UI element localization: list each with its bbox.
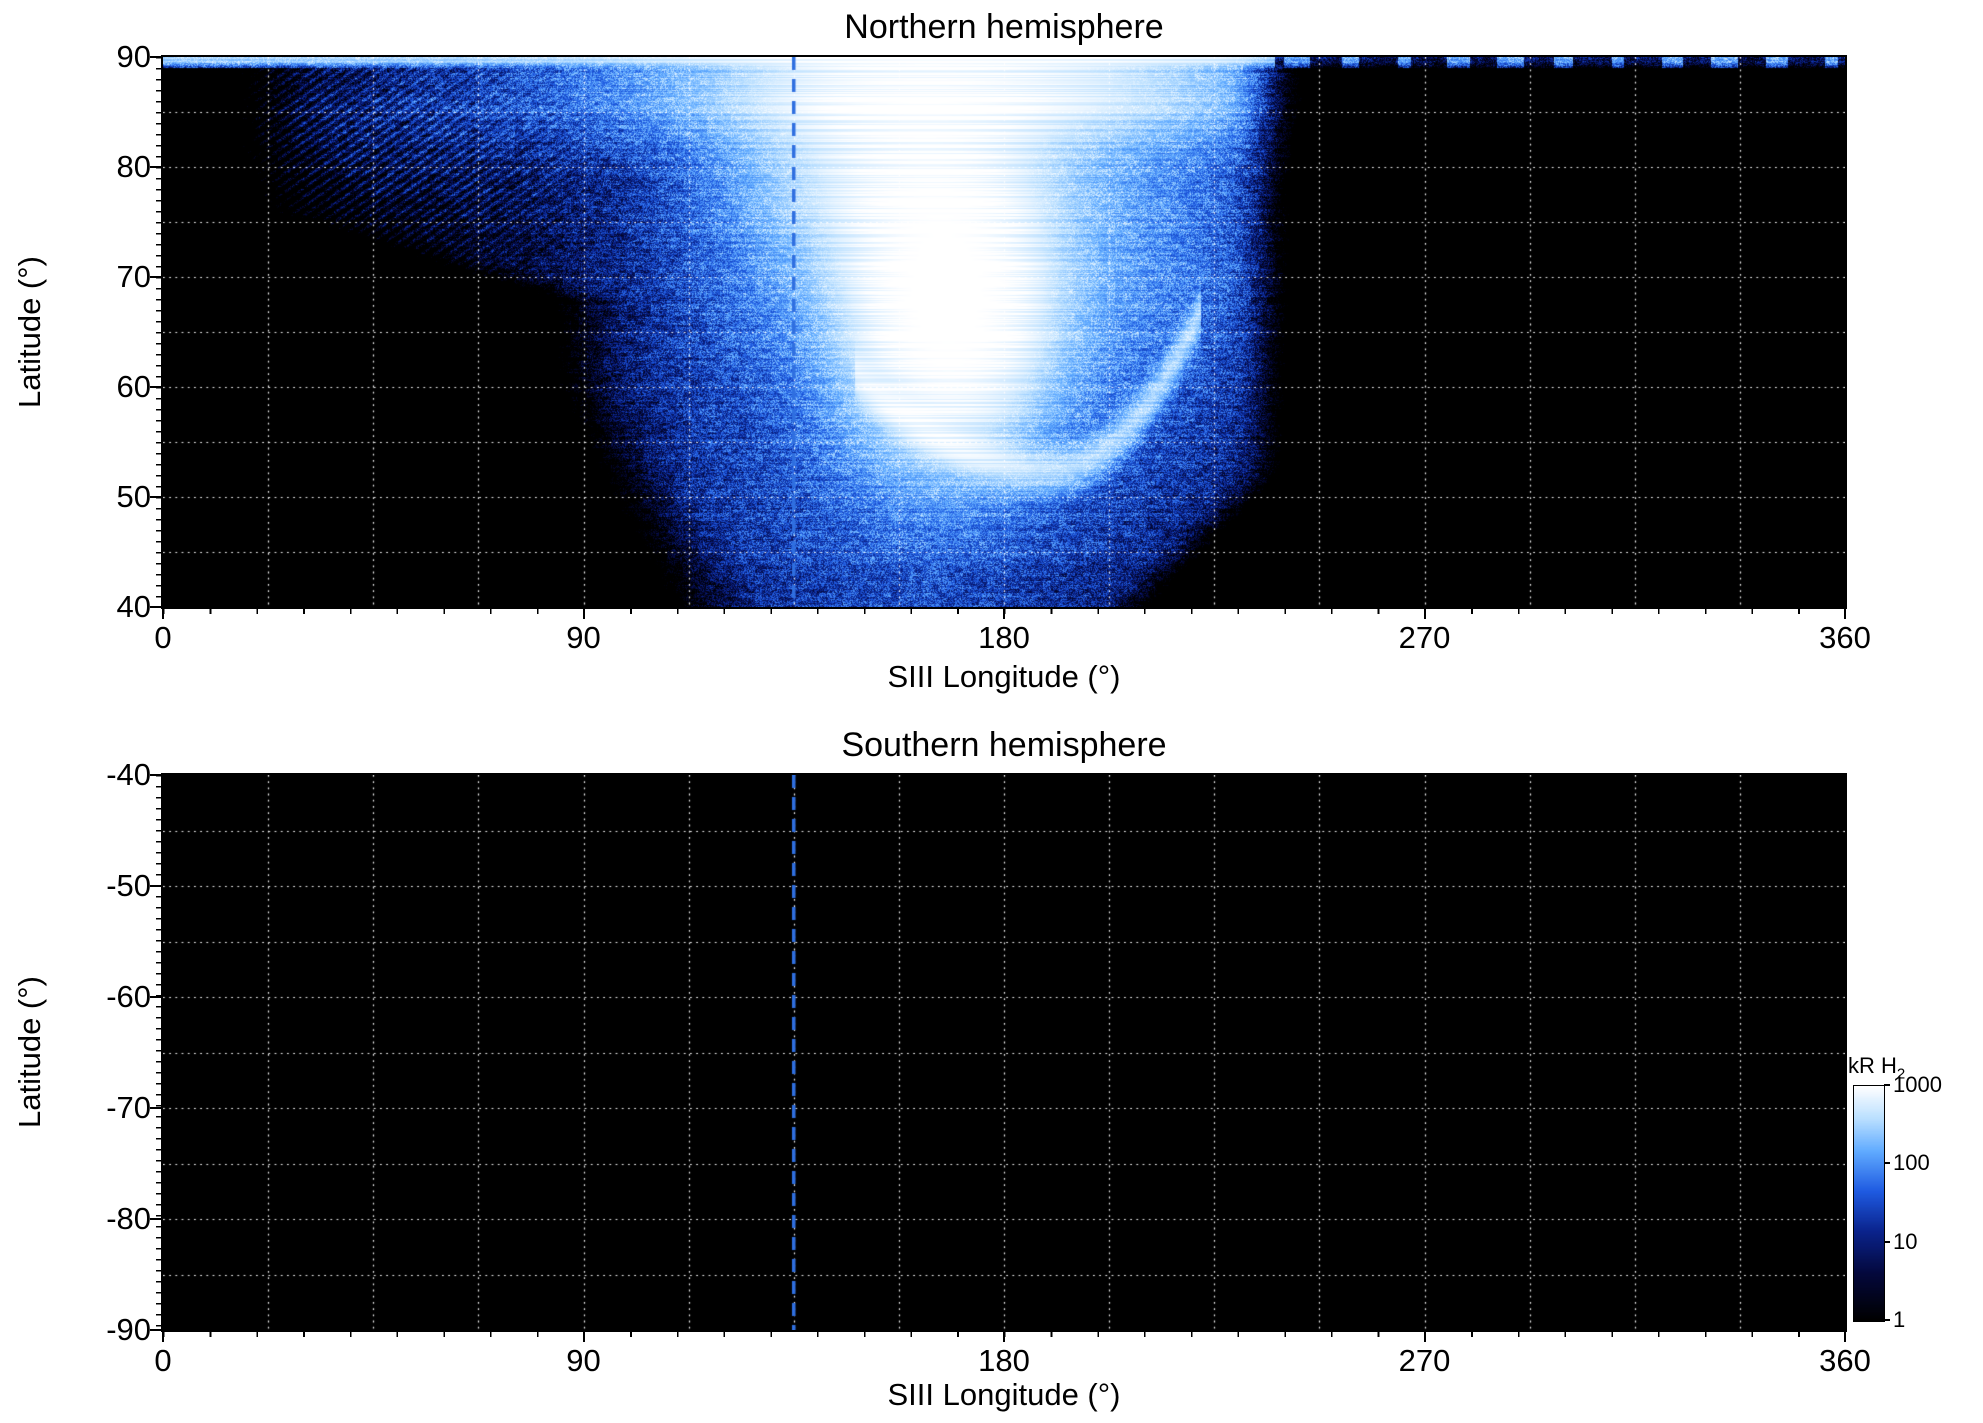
heatmap-canvas-north <box>163 57 1845 607</box>
x-axis-label-south: SIII Longitude (°) <box>887 1377 1121 1412</box>
heatmap-canvas-south <box>163 775 1845 1330</box>
y-minor-ticks <box>156 57 163 607</box>
y-tick-label: -90 <box>106 1312 151 1347</box>
x-tick-label: 360 <box>1819 1343 1871 1378</box>
y-tick-mark <box>150 606 163 608</box>
colorbar-tick-mark <box>1884 1240 1890 1243</box>
colorbar-title: kR H2 <box>1848 1054 1905 1086</box>
x-tick-label: 180 <box>978 620 1030 655</box>
x-tick-label: 90 <box>566 620 601 655</box>
y-tick-label: 50 <box>116 479 151 514</box>
y-tick-label: 90 <box>116 39 151 74</box>
colorbar-title-subscript: 2 <box>1896 1065 1906 1083</box>
x-tick-mark <box>1844 607 1846 619</box>
colorbar-tick-label: 100 <box>1893 1150 1930 1176</box>
x-tick-mark <box>1844 1330 1846 1342</box>
colorbar-tick-label: 1000 <box>1893 1072 1942 1097</box>
x-axis-label-north: SIII Longitude (°) <box>887 659 1121 694</box>
y-tick-label: -60 <box>106 979 151 1014</box>
x-minor-ticks <box>163 607 1845 614</box>
colorbar-tick-label: 10 <box>1893 1228 1918 1254</box>
y-tick-label: 40 <box>116 589 151 624</box>
colorbar-gradient <box>1853 1085 1885 1322</box>
y-minor-ticks <box>156 775 163 1330</box>
y-axis-label-south: Latitude (°) <box>12 976 47 1128</box>
x-tick-label: 360 <box>1819 620 1871 655</box>
y-tick-label: -50 <box>106 868 151 903</box>
colorbar-tick-mark <box>1884 1084 1890 1086</box>
y-tick-label: -40 <box>106 757 151 792</box>
y-tick-label: -80 <box>106 1201 151 1236</box>
x-minor-ticks <box>163 1330 1845 1337</box>
y-tick-mark <box>150 1329 163 1331</box>
x-tick-label: 270 <box>1398 620 1451 655</box>
colorbar-tick-label: 1 <box>1893 1307 1906 1332</box>
x-tick-label: 0 <box>154 620 172 655</box>
plot-area-north <box>161 55 1847 609</box>
title-southern-hemisphere: Southern hemisphere <box>841 726 1167 764</box>
title-northern-hemisphere: Northern hemisphere <box>844 8 1164 46</box>
y-tick-label: 70 <box>116 259 151 294</box>
y-axis-label-north: Latitude (°) <box>12 256 47 408</box>
y-tick-label: -70 <box>106 1090 151 1125</box>
plot-area-south <box>161 773 1847 1332</box>
x-tick-label: 0 <box>154 1343 172 1378</box>
y-tick-label: 60 <box>116 369 151 404</box>
colorbar-tick-mark <box>1884 1162 1890 1165</box>
colorbar-tick-mark <box>1884 1319 1890 1321</box>
x-tick-label: 270 <box>1398 1343 1451 1378</box>
y-tick-label: 80 <box>116 149 151 184</box>
x-tick-label: 180 <box>978 1343 1030 1378</box>
x-tick-label: 90 <box>566 1343 601 1378</box>
colorbar-title-text: kR H <box>1848 1053 1897 1078</box>
